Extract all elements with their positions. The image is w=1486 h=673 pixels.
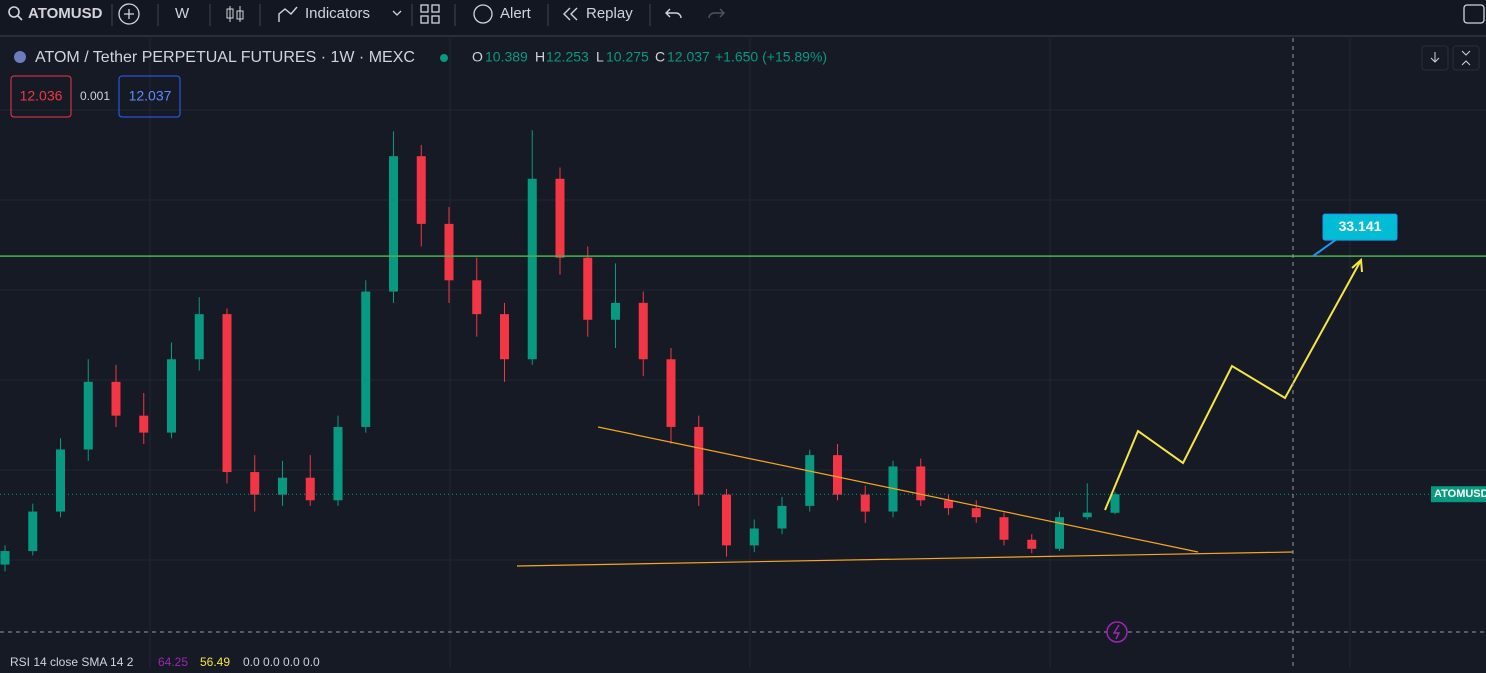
spread: 0.001 [80,89,110,103]
alert-button[interactable]: Alert [500,5,532,22]
c-label: C [655,49,665,65]
candle-body [555,178,565,258]
candle-body [444,223,454,281]
candle-body [722,494,731,546]
candle-body [527,178,537,360]
rsi-value: 64.25 [158,655,188,668]
candle-body [0,551,10,565]
symbol-search[interactable]: ATOMUSD [28,5,103,22]
candle-body [805,455,815,506]
indicators-button[interactable]: Indicators [305,5,370,22]
buy-box[interactable] [118,75,181,118]
price-label-bg [1431,486,1486,503]
callout-label: 33.141 [1339,218,1382,234]
candle-body [194,314,204,360]
candle-body [916,466,926,501]
candle-body [139,415,149,433]
maximize-button[interactable] [1452,45,1480,71]
grid [0,38,1486,668]
candle-body [1110,494,1120,513]
candle-body [56,449,65,512]
rsi-label: RSI 14 close SMA 14 2 [10,655,134,668]
ask-price[interactable]: 12.037 [129,88,172,104]
layouts-button[interactable] [420,4,440,24]
change-value: +1.650 (+15.89%) [715,49,827,65]
sell-box[interactable] [10,75,72,118]
candle-body [222,314,232,473]
undo[interactable] [665,8,682,19]
candle-body [777,505,787,529]
candle-body [833,455,842,495]
drawings [0,38,1486,668]
candle-body [944,500,953,509]
candle-body [28,511,38,552]
candle-body [111,381,121,416]
candle-body [1055,517,1064,549]
callout-box [1322,213,1398,241]
candle-body [167,359,176,433]
rsi-rest: 0.0 0.0 0.0 0.0 [243,655,320,668]
candle-body [83,381,93,450]
candle-body [472,280,482,315]
replay-button[interactable]: Replay [586,5,633,22]
candle-body [971,508,981,518]
rsi-sma: 56.49 [200,655,230,668]
bid-price[interactable]: 12.036 [20,88,63,104]
plot: ATOMUSD 33.141 [0,130,1486,572]
candle-body [250,472,260,495]
candle-body [694,426,704,495]
callout-pointer [1312,237,1339,257]
candle-body [999,517,1009,540]
candle-body [860,494,870,512]
candle-body [583,257,593,320]
ohlc-legend: O 10.389 H 12.253 L 10.275 C 12.037 +1.6… [472,49,827,65]
candle-body [416,156,426,224]
price-label: ATOMUSD [1434,488,1486,500]
candle-body [333,426,343,501]
candle-body [278,477,287,495]
add-symbol[interactable] [118,3,140,25]
o-label: O [472,49,483,65]
candle-body [361,291,371,427]
candle-body [638,302,648,360]
legend-title: ATOM / Tether PERPETUAL FUTURES · 1W · M… [35,49,415,66]
candle-body [305,477,315,501]
candle-body [611,302,620,320]
symbol-logo [14,51,26,63]
l-label: L [596,49,604,65]
candle-body [666,359,676,427]
high-value: 12.253 [546,49,589,65]
interval[interactable]: W [175,5,190,22]
candle-body [1082,512,1092,518]
candle-body [500,314,509,360]
collapse-button[interactable] [1421,45,1449,71]
h-label: H [535,49,545,65]
open-value: 10.389 [485,49,528,65]
toolbar [0,0,1486,36]
redo[interactable] [708,8,725,19]
low-value: 10.275 [606,49,649,65]
fullscreen[interactable] [1463,4,1485,24]
candle-body [1027,539,1037,549]
candle-body [749,528,759,546]
close-value: 12.037 [667,49,710,65]
candle-body [389,156,398,292]
